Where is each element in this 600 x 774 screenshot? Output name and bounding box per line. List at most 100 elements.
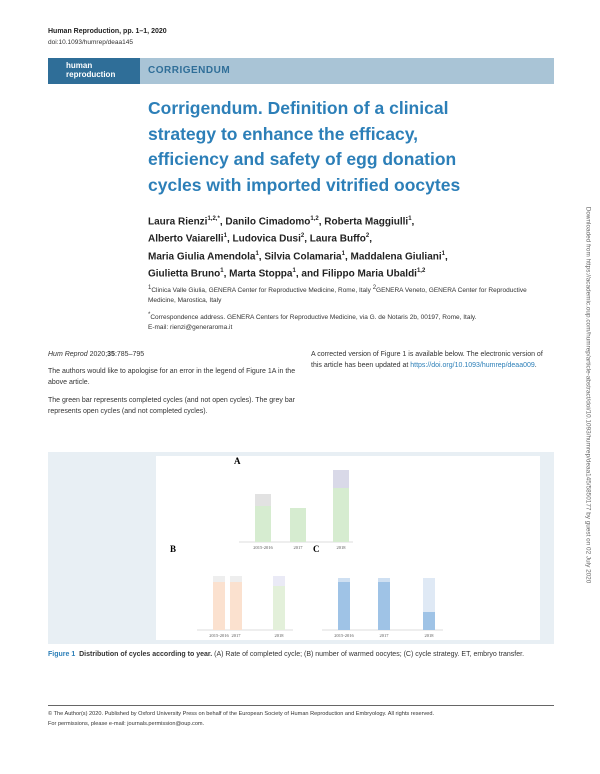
x-tick-label: 2015-2016 [253, 545, 273, 550]
x-tick-label: 2018 [425, 633, 435, 638]
bar-shape [333, 470, 349, 488]
author-sup: 1,2 [416, 267, 426, 274]
text: Hum Reprod [48, 351, 88, 358]
author-sup: 2 [365, 233, 370, 240]
email: E-mail: rienzi@generaroma.it [148, 324, 233, 332]
bar-shape [378, 578, 390, 630]
bar-shape [338, 578, 350, 630]
bar-shape [273, 576, 285, 630]
rule [48, 705, 554, 706]
text: 35 [107, 351, 115, 358]
text: (A) Rate of completed cycle; (B) number … [212, 651, 525, 658]
affiliations: 1Clinica Valle Giulia, GENERA Center for… [148, 283, 538, 306]
sidebar: Downloaded from https://academic.oup.com… [584, 206, 592, 584]
bar-shape [290, 508, 306, 542]
author-line: Maria Giulia Amendola1, Silvia Colamaria… [148, 250, 448, 262]
caption-title: Distribution of cycles according to year… [79, 651, 213, 658]
affiliation: GENERA Veneto, GENERA Center for Reprodu… [148, 287, 527, 305]
bar-shape [230, 576, 242, 630]
paragraph: The green bar represents completed cycle… [48, 397, 295, 415]
bar-shape [213, 576, 225, 582]
author-sup: 1 [223, 233, 227, 240]
panel-label: C [313, 544, 320, 554]
paragraph: The authors would like to apologise for … [48, 368, 296, 386]
author-name: Maria Giulia Amendola [148, 250, 256, 262]
text: :785–795 [114, 351, 145, 358]
label: Figure 1 [48, 651, 76, 658]
author-sup: 1 [408, 216, 412, 222]
x-tick-label: 2018 [337, 545, 347, 550]
correspondence: *Correspondence address. GENERA Centers … [148, 310, 538, 333]
author-name: and Filippo Maria Ubaldi [301, 268, 417, 280]
x-tick-label: 2017 [232, 633, 242, 638]
panel-label: A [234, 456, 241, 466]
bar-shape [273, 576, 285, 586]
panel-label: B [170, 544, 176, 554]
author-line: Giulietta Bruno1, Marta Stoppa1, and Fil… [148, 267, 426, 280]
author-line: Laura Rienzi1,2,*, Danilo Cimadomo1,2, R… [148, 216, 415, 228]
title: Corrigendum. Definition of a clinical str… [148, 96, 460, 198]
journal-line: Human Reproduction, pp. 1–1, 2020 [48, 28, 167, 35]
footer: © The Author(s) 2020. Published by Oxfor… [48, 709, 434, 729]
author-name: Maddalena Giuliani [350, 250, 442, 262]
author-sup: 1 [255, 250, 259, 257]
author-name: Ludovica Dusi [232, 233, 301, 245]
author-sup: 2 [300, 233, 305, 240]
author-name: Giulietta Bruno [148, 268, 221, 280]
bar-shape [230, 576, 242, 582]
left-column: Hum Reprod 2020;35:785–795 The authors w… [48, 349, 298, 417]
bar-shape [338, 578, 350, 582]
title-line: Corrigendum. Definition of a clinical [148, 98, 449, 118]
caption: Figure 1 Distribution of cycles accordin… [48, 649, 554, 660]
logo-box [48, 58, 140, 84]
text: Correspondence address. GENERA Centers f… [150, 314, 477, 322]
author-sup: 1 [341, 250, 345, 257]
sup: 1 [148, 285, 152, 291]
affiliation: Clinica Valle Giulia, GENERA Center for … [151, 287, 373, 295]
author-name: Silvia Colamaria [264, 250, 342, 262]
text: 2020; [87, 351, 108, 358]
author-sup: 1,2 [310, 216, 319, 222]
x-tick-label: 2015-2016 [334, 633, 354, 638]
x-tick-label: 2018 [275, 633, 285, 638]
author-name: Roberta Maggiulli [324, 216, 409, 228]
author-name: Laura Buffo [309, 233, 366, 245]
author-name: Laura Rienzi [148, 216, 208, 228]
authors: Laura Rienzi1,2,*, Danilo Cimadomo1,2, R… [148, 212, 448, 281]
x-tick-label: 2017 [380, 633, 390, 638]
doi: doi:10.1093/humrep/deaa145 [48, 39, 133, 46]
sup: * [148, 312, 151, 318]
author-line: Alberto Vaiarelli1, Ludovica Dusi2, Laur… [148, 233, 372, 245]
author-sup: 1 [292, 267, 296, 274]
title-line: strategy to enhance the efficacy, [148, 123, 419, 144]
x-tick-label: 2015-2016 [209, 633, 229, 638]
text: . [534, 362, 537, 369]
footer-line: © The Author(s) 2020. Published by Oxfor… [48, 711, 435, 717]
bar-shape [255, 494, 271, 506]
logo-line: human [66, 61, 93, 70]
bar-shape [213, 576, 225, 630]
bar-shape [378, 578, 390, 582]
link[interactable]: https://doi.org/10.1093/humrep/deaa009 [410, 362, 535, 369]
author-name: Marta Stoppa [229, 268, 293, 280]
text: A corrected version of Figure 1 is avail… [311, 351, 543, 369]
author-sup: 1 [441, 250, 445, 257]
author-name: Danilo Cimadomo [225, 216, 311, 228]
bar-shape [423, 612, 435, 630]
title-line: efficiency and safety of egg donation [148, 149, 457, 169]
footer-line: For permissions, please e-mail: journals… [48, 721, 205, 727]
author-sup: 1,2,* [207, 216, 220, 222]
right-column: A corrected version of Figure 1 is avail… [311, 349, 554, 371]
author-sup: 1 [220, 267, 224, 274]
logo-line: reproduction [66, 70, 116, 79]
title-line: cycles with imported vitrified oocytes [148, 174, 461, 195]
citation: Hum Reprod 2020;35:785–795 [48, 349, 298, 360]
sup: 2 [372, 285, 377, 291]
author-name: Alberto Vaiarelli [148, 233, 224, 245]
section: CORRIGENDUM [148, 65, 231, 76]
x-tick-label: 2017 [294, 545, 304, 550]
logo: human reproduction [66, 61, 115, 79]
